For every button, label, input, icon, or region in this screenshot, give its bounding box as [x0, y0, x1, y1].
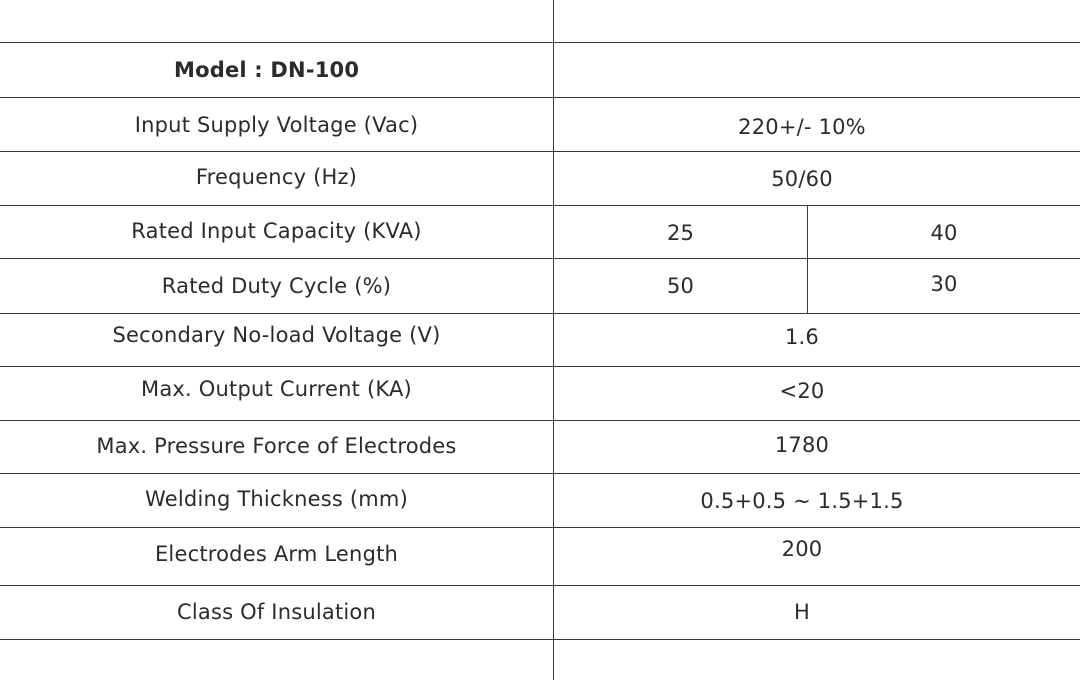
spec-label: Input Supply Voltage (Vac)	[134, 112, 419, 137]
spec-value: 0.5+0.5 ~ 1.5+1.5	[700, 488, 904, 513]
spec-value: 50/60	[771, 166, 833, 191]
spec-value: 220+/- 10%	[738, 114, 866, 139]
split-column-divider	[807, 205, 808, 313]
spec-label: Frequency (Hz)	[195, 164, 358, 189]
row-divider	[0, 420, 1080, 421]
spec-value: 1780	[774, 432, 830, 457]
spec-label: Welding Thickness (mm)	[145, 486, 408, 511]
row-divider	[0, 585, 1080, 586]
row-divider	[0, 151, 1080, 152]
row-divider	[0, 205, 1080, 206]
spec-label: Secondary No-load Voltage (V)	[112, 322, 441, 347]
spec-value: 40	[930, 220, 958, 245]
row-divider	[0, 313, 1080, 314]
spec-label: Max. Pressure Force of Electrodes	[96, 433, 457, 458]
row-divider	[0, 97, 1080, 98]
row-divider	[0, 639, 1080, 640]
spec-value: 1.6	[785, 324, 819, 349]
spec-value: 30	[930, 272, 958, 296]
row-divider	[0, 258, 1080, 259]
row-divider	[0, 527, 1080, 528]
spec-label: Class Of Insulation	[176, 599, 376, 624]
spec-label: Electrodes Arm Length	[154, 542, 399, 566]
spec-value: 25	[666, 220, 695, 245]
spec-value: 50	[666, 274, 695, 298]
model-header-value	[554, 43, 1050, 97]
row-divider	[0, 473, 1080, 474]
row-divider	[0, 366, 1080, 367]
spec-value: <20	[779, 378, 825, 403]
spec-label: Rated Input Capacity (KVA)	[131, 218, 422, 243]
column-divider	[553, 0, 554, 680]
spec-label: Rated Duty Cycle (%)	[161, 274, 392, 298]
row-divider	[0, 42, 1080, 43]
model-header: Model : DN-100	[174, 58, 360, 82]
spec-label: Max. Output Current (KA)	[141, 376, 412, 401]
spec-value: 200	[781, 537, 823, 561]
spec-value: H	[794, 599, 810, 624]
